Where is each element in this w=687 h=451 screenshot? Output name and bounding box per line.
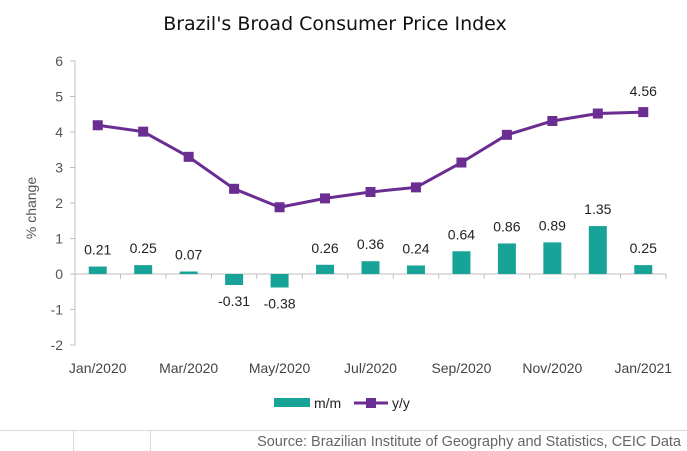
bar: [497, 243, 516, 274]
legend-swatch-yy-marker: [366, 398, 376, 408]
y-tick-label: 5: [55, 89, 63, 105]
y-tick-label: -1: [51, 302, 64, 318]
bar-data-label: 0.21: [84, 242, 111, 258]
bar: [225, 274, 244, 286]
line-layer: [92, 107, 649, 213]
bar-data-label: 1.35: [584, 201, 611, 217]
legend-swatch-mm: [274, 398, 310, 407]
x-tick-label: Mar/2020: [159, 360, 218, 376]
yy-point: [365, 186, 376, 197]
source-footer: Source: Brazilian Institute of Geography…: [0, 430, 687, 451]
y-tick-label: 3: [55, 160, 63, 176]
bar-data-label: 0.26: [311, 240, 338, 256]
bar: [316, 264, 335, 274]
bar: [270, 274, 289, 288]
line-data-label: 4.56: [630, 83, 657, 99]
bar-data-label: 0.07: [175, 247, 202, 263]
y-tick-label: 4: [55, 124, 63, 140]
legend: m/m y/y: [274, 395, 410, 411]
y-tick-label: 1: [55, 231, 63, 247]
yy-point: [592, 108, 603, 119]
yy-point: [274, 202, 285, 213]
yy-point: [183, 151, 194, 162]
y-tick-label: 0: [55, 266, 63, 282]
yy-point: [320, 193, 331, 204]
bar-data-label: 0.25: [130, 240, 157, 256]
x-tick-label: May/2020: [249, 360, 311, 376]
y-axis-label: % change: [23, 177, 39, 239]
bar: [134, 265, 153, 274]
x-tick-label: Jan/2021: [614, 360, 672, 376]
yy-point: [229, 183, 240, 194]
yy-point: [456, 157, 467, 168]
bar-data-label: 0.25: [630, 240, 657, 256]
y-tick-label: 2: [55, 195, 63, 211]
bar: [179, 271, 198, 274]
bar: [634, 265, 653, 274]
legend-label-mm: m/m: [314, 395, 341, 411]
bar-data-label: 0.24: [402, 240, 429, 256]
axis-layer: -2 -1 0 1 2 3 4 5 6 Jan/2020 Mar/2020 May/2020 Jul/2…: [51, 53, 673, 376]
bar-data-label: 0.86: [493, 218, 520, 234]
yy-point: [501, 129, 512, 140]
bar: [361, 261, 380, 274]
yy-point: [138, 126, 149, 137]
bar-data-label: -0.38: [264, 295, 296, 311]
bar: [406, 265, 425, 274]
x-tick-label: Jul/2020: [344, 360, 397, 376]
bar: [543, 242, 562, 274]
y-tick-label: -2: [51, 337, 64, 353]
x-tick-label: Nov/2020: [522, 360, 582, 376]
source-text: Source: Brazilian Institute of Geography…: [257, 434, 682, 450]
bar-data-label: 0.64: [448, 226, 475, 242]
bar-data-label: 0.36: [357, 236, 384, 252]
chart-title: Brazil's Broad Consumer Price Index: [163, 13, 507, 35]
label-layer: 0.21 0.25 0.07 -0.31 -0.38 0.26 0.36 0.24 0.64 0.…: [84, 83, 657, 311]
bar: [88, 266, 107, 274]
yy-point: [410, 182, 421, 193]
bar: [588, 226, 607, 274]
bar-data-label: 0.89: [539, 217, 566, 233]
yy-point: [547, 115, 558, 126]
y-tick-label: 6: [55, 53, 63, 69]
bar: [452, 251, 471, 274]
yy-point: [638, 107, 649, 118]
yy-point: [92, 120, 103, 131]
legend-label-yy: y/y: [392, 395, 410, 411]
bar-layer: [88, 226, 653, 288]
x-tick-label: Sep/2020: [431, 360, 491, 376]
x-tick-label: Jan/2020: [69, 360, 127, 376]
bar-data-label: -0.31: [218, 293, 250, 309]
